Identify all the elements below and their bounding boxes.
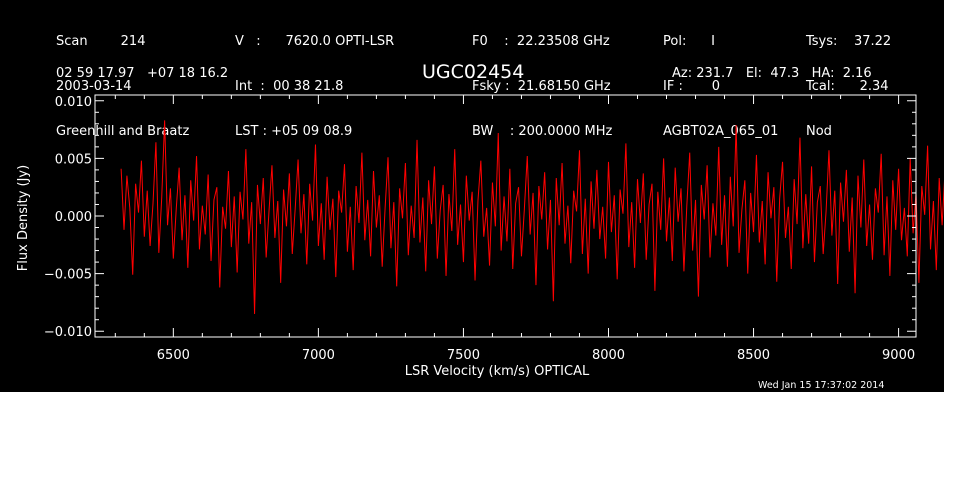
velocity-info: V : 7620.0 OPTI-LSR Int : 00 38 21.8 LST… [235,4,394,169]
trace-layer [120,120,944,314]
x-tick-label: 6500 [157,348,190,363]
y-tick-label: −0.010 [44,325,92,340]
plot-timestamp: Wed Jan 15 17:37:02 2014 [758,380,885,391]
sky-frequency: Fsky : 21.68150 GHz [472,79,611,94]
integration-time: Int : 00 38 21.8 [235,79,344,94]
observer-names: Greenhill and Braatz [56,124,190,139]
tsys-value: Tsys: 37.22 [806,34,892,49]
x-tick-label: 7500 [447,348,480,363]
system-temperature-info: Tsys: 37.22 Tcal: 2.34 Nod [806,4,891,169]
x-tick-label: 8000 [592,348,625,363]
y-tick-label: 0.000 [55,210,92,225]
source-name: UGC02454 [422,61,525,83]
bandwidth: BW : 200.0000 MHz [472,124,613,139]
spectrum-chart: 6500 7000 7500 8000 8500 9000 −0.010 −0.005 0.00… [16,94,944,379]
axis-layer: 6500 7000 7500 8000 8500 9000 −0.010 −0.005 0.00… [44,94,917,363]
procedure-name: Nod [806,124,832,139]
pointing-info: Az: 231.7 El: 47.3 HA: 2.16 [672,66,872,81]
y-tick-label: −0.005 [44,268,92,283]
x-tick-label: 8500 [737,348,770,363]
x-tick-label: 9000 [882,348,915,363]
tcal-value: Tcal: 2.34 [806,79,889,94]
lst-value: LST : +05 09 08.9 [235,124,353,139]
observation-date: 2003-03-14 [56,79,132,94]
flux-density-trace [120,120,944,314]
y-tick-label: 0.005 [55,152,92,167]
spectrum-panel: Scan 214 2003-03-14 Greenhill and Braatz… [0,0,944,392]
scan-info: Scan 214 2003-03-14 Greenhill and Braatz [56,4,189,169]
scan-number: Scan 214 [56,34,146,49]
velocity-value: V : 7620.0 OPTI-LSR [235,34,395,49]
y-axis-label: Flux Density (Jy) [16,165,31,271]
polarization-info: Pol: I IF : 0 AGBT02A_065_01 [663,4,778,169]
x-axis-label: LSR Velocity (km/s) OPTICAL [405,364,590,379]
rest-frequency: F0 : 22.23508 GHz [472,34,610,49]
y-tick-label: 0.010 [55,95,92,110]
frequency-info: F0 : 22.23508 GHz Fsky : 21.68150 GHz BW… [472,4,612,169]
project-id: AGBT02A_065_01 [663,124,779,139]
x-tick-label: 7000 [302,348,335,363]
source-coordinates: 02 59 17.97 +07 18 16.2 [56,66,229,81]
if-number: IF : 0 [663,79,721,94]
polarization: Pol: I [663,34,715,49]
